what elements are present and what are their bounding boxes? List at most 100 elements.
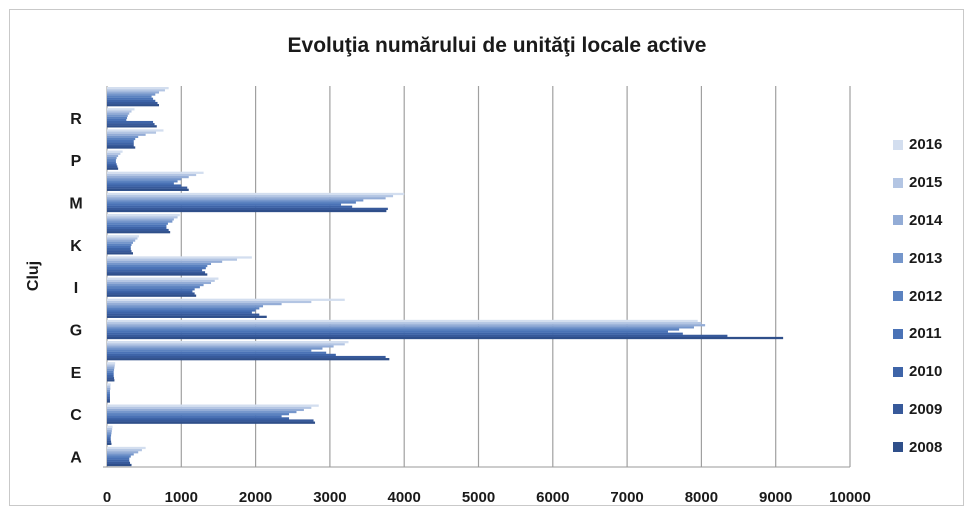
bar-n-2013 <box>107 178 182 181</box>
category-label-m: M <box>69 195 82 212</box>
bar-e-2014 <box>107 366 115 369</box>
bar-m-2012 <box>107 201 356 204</box>
bar-c-2011 <box>107 415 282 418</box>
legend-label: 2011 <box>909 325 942 343</box>
bar-f-2011 <box>107 351 327 354</box>
bar-c-2015 <box>107 406 312 409</box>
bar-a-2015 <box>107 448 142 452</box>
bar-s-2009 <box>107 101 158 105</box>
bar-b-2016 <box>107 425 113 428</box>
bar-g-2010 <box>107 332 683 335</box>
bar-m-2014 <box>107 197 386 200</box>
x-tick-label: 1000 <box>165 489 198 506</box>
bar-g-2009 <box>107 334 728 338</box>
legend-label: 2010 <box>909 363 943 381</box>
legend-label: 2013 <box>909 249 943 267</box>
category-label-c: C <box>70 407 82 424</box>
x-tick-label: 10000 <box>829 489 871 506</box>
bar-h-2008 <box>107 315 267 318</box>
bar-l-2008 <box>107 231 171 234</box>
bar-k-2010 <box>107 247 131 251</box>
bar-j-2008 <box>107 273 208 276</box>
bar-p-2015 <box>107 152 121 155</box>
bar-r-2010 <box>107 120 154 124</box>
x-tick-label: 7000 <box>610 489 643 506</box>
bar-h-2011 <box>107 309 256 312</box>
legend-swatch <box>893 177 903 188</box>
legend-item-2016: 2016 <box>893 126 942 164</box>
bar-g-2011 <box>107 330 668 333</box>
bar-d-2013 <box>107 389 110 392</box>
bar-r-2016 <box>107 108 135 111</box>
x-tick-label: 5000 <box>462 489 495 506</box>
bar-b-2008 <box>107 442 112 445</box>
bar-c-2013 <box>107 410 297 414</box>
category-label-k: K <box>70 238 82 255</box>
bar-s-2012 <box>107 95 152 98</box>
bar-r-2008 <box>107 125 157 128</box>
bar-d-2014 <box>107 387 111 390</box>
bar-i-2010 <box>107 290 193 293</box>
bar-s-2008 <box>107 104 160 107</box>
legend-label: 2016 <box>909 136 943 154</box>
bar-k-2016 <box>107 235 139 238</box>
bar-q-2015 <box>107 131 157 134</box>
bar-n-2009 <box>107 186 188 189</box>
legend-label: 2008 <box>909 438 943 456</box>
bar-g-2016 <box>107 319 698 323</box>
bar-f-2015 <box>107 343 345 346</box>
legend-label: 2015 <box>909 174 943 192</box>
bar-p-2011 <box>107 161 116 164</box>
bar-m-2016 <box>107 192 405 196</box>
bar-d-2016 <box>107 383 111 386</box>
bar-f-2008 <box>107 358 390 361</box>
legend-item-2012: 2012 <box>893 277 942 315</box>
bar-d-2010 <box>107 396 110 399</box>
bar-h-2010 <box>107 311 252 314</box>
bar-q-2013 <box>107 135 139 138</box>
bar-e-2012 <box>107 370 114 373</box>
legend-swatch <box>893 404 903 415</box>
bar-q-2014 <box>107 133 146 136</box>
bar-r-2014 <box>107 112 130 115</box>
bar-c-2014 <box>107 408 304 412</box>
bar-j-2016 <box>107 256 252 259</box>
legend-swatch <box>893 253 903 264</box>
bar-g-2013 <box>107 326 694 329</box>
bar-c-2009 <box>107 419 314 422</box>
bar-p-2013 <box>107 156 117 160</box>
bar-n-2014 <box>107 175 189 179</box>
bar-q-2009 <box>107 144 134 147</box>
bar-m-2008 <box>107 209 387 213</box>
bar-q-2016 <box>107 129 164 132</box>
bar-a-2016 <box>107 446 146 450</box>
bar-i-2012 <box>107 286 200 289</box>
bar-k-2014 <box>107 239 136 242</box>
legend-label: 2009 <box>909 400 943 418</box>
bar-e-2015 <box>107 364 115 367</box>
bar-n-2011 <box>107 182 174 185</box>
bar-q-2012 <box>107 137 136 141</box>
bar-l-2012 <box>107 222 168 225</box>
legend-label: 2012 <box>909 287 943 305</box>
category-label-i: I <box>74 280 78 297</box>
bar-h-2009 <box>107 313 260 316</box>
legend-swatch <box>893 328 903 339</box>
bar-r-2013 <box>107 114 128 117</box>
bar-n-2008 <box>107 188 189 191</box>
bar-s-2016 <box>107 87 169 90</box>
bar-l-2016 <box>107 214 180 217</box>
bar-f-2010 <box>107 353 336 357</box>
bar-m-2011 <box>107 203 342 206</box>
bar-i-2016 <box>107 277 219 280</box>
bar-e-2009 <box>107 377 115 380</box>
bar-i-2011 <box>107 288 195 291</box>
bar-i-2014 <box>107 281 212 285</box>
bar-l-2011 <box>107 224 167 227</box>
bar-b-2009 <box>107 440 112 443</box>
bar-l-2010 <box>107 226 167 230</box>
bar-j-2013 <box>107 262 212 265</box>
category-label-g: G <box>70 322 82 339</box>
legend-item-2009: 2009 <box>893 391 942 429</box>
bar-r-2011 <box>107 118 127 122</box>
